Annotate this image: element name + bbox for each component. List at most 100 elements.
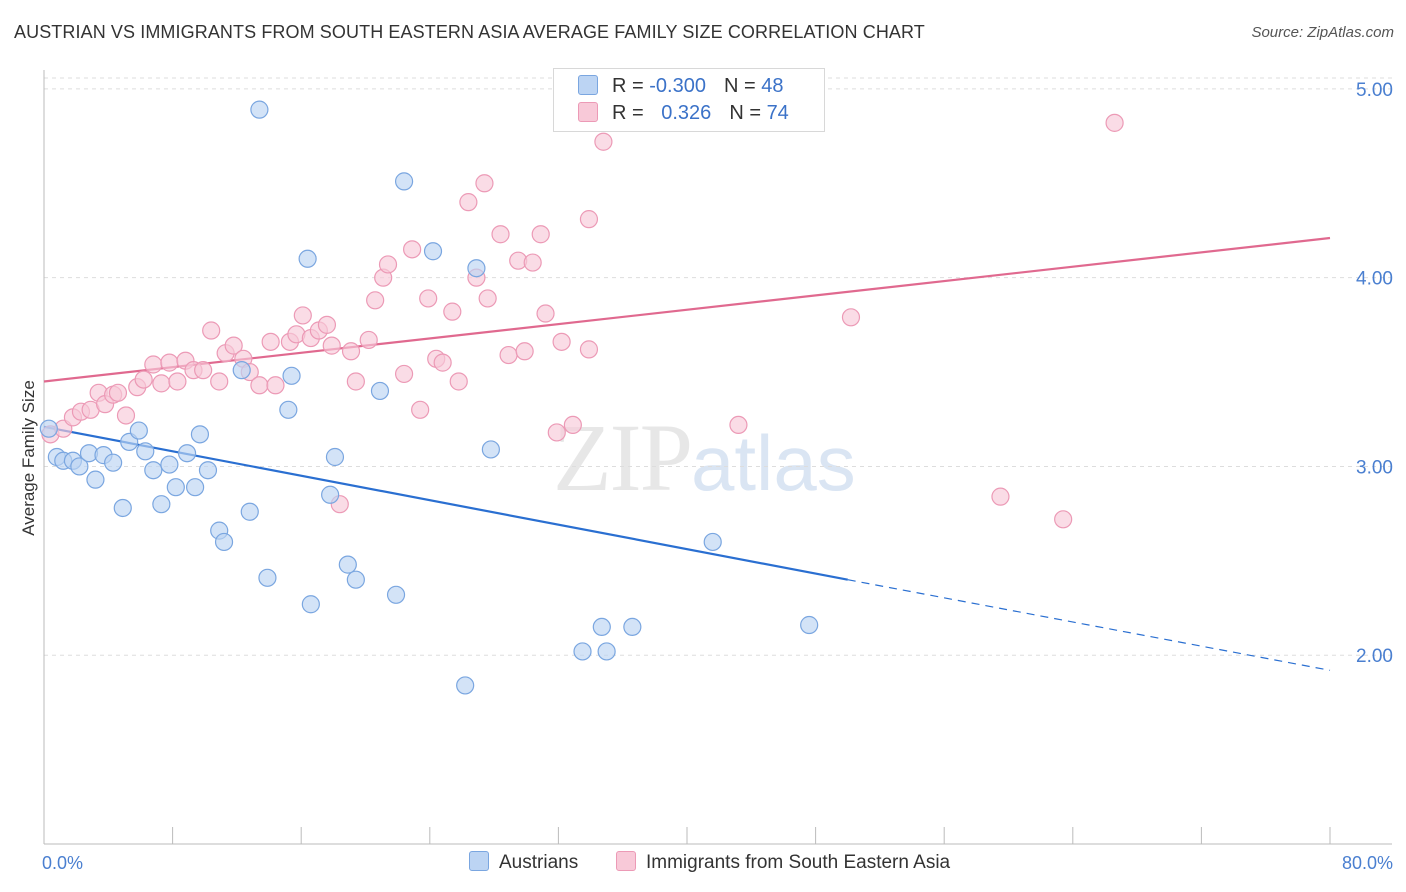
legend-label: Austrians — [499, 852, 579, 873]
series-legend: Austrians Immigrants from South Eastern … — [0, 851, 1406, 877]
legend-label: Immigrants from South Eastern Asia — [646, 852, 951, 873]
legend-item-immigrants[interactable]: Immigrants from South Eastern Asia — [616, 851, 950, 874]
legend-item-austrians[interactable]: Austrians — [469, 851, 578, 874]
austrians-point — [592, 617, 611, 637]
immigrants-point — [579, 340, 599, 359]
immigrants-point — [491, 225, 510, 244]
chart-title: AUSTRIAN VS IMMIGRANTS FROM SOUTH EASTER… — [14, 22, 925, 42]
immigrants-point — [515, 342, 534, 361]
austrians-point — [177, 444, 197, 463]
austrians-point — [214, 532, 234, 552]
immigrants-point — [411, 400, 430, 419]
austrians-point — [456, 676, 475, 695]
immigrants-point — [433, 353, 452, 372]
immigrants-point — [322, 336, 341, 355]
austrians-point — [104, 453, 123, 472]
immigrants-point — [341, 342, 361, 361]
austrians-point — [136, 442, 155, 461]
legend-n-value: 74 — [766, 102, 789, 124]
immigrants-point — [449, 372, 468, 391]
immigrants-point — [475, 174, 494, 193]
immigrants-point — [224, 336, 243, 355]
austrians-point — [467, 259, 486, 278]
immigrants-point — [531, 225, 550, 244]
austrians-trend-line — [43, 425, 848, 581]
austrians-point — [800, 615, 819, 635]
immigrants-point — [160, 353, 179, 372]
austrians-point — [166, 478, 185, 497]
immigrants-point — [579, 210, 599, 229]
austrians-point — [703, 532, 722, 552]
immigrants-point — [536, 304, 555, 323]
austrians-point — [298, 249, 317, 268]
immigrants-point — [317, 315, 337, 334]
tick-labels: 2.00 3.00 4.00 5.00 0.0% 80.0% — [42, 80, 1393, 873]
austrians-point — [190, 425, 210, 444]
legend-r-label: R = — [612, 102, 650, 124]
austrians-point — [282, 366, 301, 385]
legend-r-label: R = — [612, 75, 650, 97]
austrians-point — [152, 495, 171, 514]
immigrants-point — [366, 291, 385, 310]
immigrants-point — [841, 308, 861, 327]
immigrants-point — [403, 240, 422, 259]
legend-n-value: 48 — [761, 75, 784, 97]
immigrants-point — [293, 306, 312, 325]
y-tick-label: 5.00 — [1356, 80, 1393, 101]
immigrants-point — [523, 253, 542, 272]
austrians-point — [144, 461, 163, 480]
data-points — [39, 100, 1124, 695]
immigrants-point — [261, 332, 280, 351]
austrians-point — [370, 381, 390, 401]
austrians-point — [129, 421, 148, 440]
immigrants-point — [394, 364, 414, 384]
austrians-point — [86, 470, 105, 489]
austrians-point — [597, 642, 616, 661]
austrians-point — [232, 361, 251, 380]
austrians-point — [423, 242, 443, 261]
austrians-point — [198, 461, 218, 480]
immigrants-point — [116, 406, 136, 425]
immigrants-point — [729, 415, 748, 435]
immigrants-trend-line — [43, 236, 1331, 383]
immigrants-point — [250, 376, 269, 395]
y-axis-label: Average Family Size — [19, 380, 38, 536]
trend-lines — [43, 236, 1331, 671]
immigrants-point — [547, 423, 566, 442]
immigrants-swatch — [578, 102, 598, 122]
immigrants-point — [134, 370, 153, 389]
immigrants-point — [478, 289, 497, 308]
y-tick-label: 3.00 — [1356, 457, 1393, 478]
immigrants-point — [419, 289, 438, 308]
austrians-point — [346, 570, 365, 589]
legend-n-label: N = — [723, 75, 762, 97]
immigrants-swatch — [616, 851, 636, 871]
source-credit: Source: ZipAtlas.com — [1251, 24, 1394, 41]
austrians-point — [240, 502, 259, 521]
austrians-point — [258, 568, 277, 587]
immigrants-point — [1054, 510, 1073, 529]
austrians-point — [394, 172, 414, 191]
immigrants-point — [108, 383, 128, 402]
austrians-point — [39, 419, 58, 438]
austrians-trend-extension — [847, 579, 1331, 671]
x-tick-label: 80.0% — [1342, 853, 1393, 873]
immigrants-point — [991, 487, 1010, 506]
austrians-point — [113, 498, 132, 518]
legend-row-immigrants: R = 0.326 N = 74 — [578, 102, 789, 128]
axes — [43, 70, 1392, 845]
immigrants-point — [168, 372, 187, 391]
austrians-point — [279, 400, 298, 419]
immigrants-point — [202, 321, 221, 340]
watermark: ZIPatlas — [553, 402, 856, 513]
legend-row-austrians: R = -0.300 N = 48 — [578, 75, 783, 101]
immigrants-point — [594, 132, 613, 151]
austrians-swatch — [578, 75, 598, 95]
austrians-point — [321, 485, 340, 504]
legend-r-value: -0.300 — [649, 75, 706, 97]
legend-n-label: N = — [729, 102, 767, 124]
austrians-point — [573, 642, 592, 661]
austrians-point — [186, 478, 205, 497]
austrians-point — [623, 617, 642, 637]
immigrants-point — [378, 255, 398, 274]
